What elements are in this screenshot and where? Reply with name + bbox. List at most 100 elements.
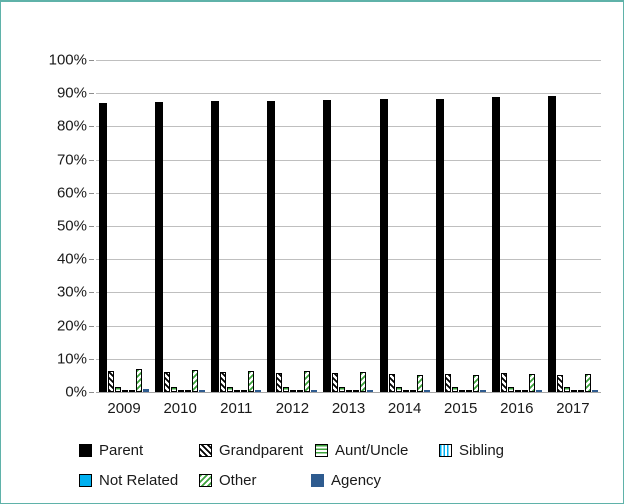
y-axis-label-10%: 10%	[56, 350, 87, 368]
legend-label: Other	[219, 472, 257, 489]
parent-swatch-icon	[79, 444, 92, 457]
y-tick-mark	[89, 259, 94, 261]
bar-not-related-2013	[353, 390, 360, 392]
bar-other-2014	[416, 374, 423, 392]
bar-sibling-2012	[290, 390, 297, 392]
bar-aunt-uncle-2014	[395, 387, 402, 392]
other-swatch-icon	[199, 474, 212, 487]
bar-agency-2011	[255, 389, 262, 392]
bar-not-related-2012	[297, 390, 304, 392]
bar-parent-2010	[155, 102, 164, 392]
gridline-60%	[96, 192, 601, 194]
bar-other-2010	[192, 369, 199, 392]
x-axis-label-2016: 2016	[500, 400, 534, 417]
bar-sibling-2017	[570, 390, 577, 392]
bar-group-2012	[267, 60, 318, 392]
legend-label: Parent	[99, 442, 144, 459]
not-related-swatch-icon	[79, 474, 92, 487]
bar-grandparent-2010	[164, 371, 171, 392]
y-tick-mark	[89, 159, 94, 161]
gridline-30%	[96, 292, 601, 294]
bar-parent-2014	[379, 98, 388, 392]
x-axis-label-2011: 2011	[220, 400, 253, 417]
y-tick-mark	[89, 192, 94, 194]
legend-label: Agency	[331, 472, 382, 489]
y-axis-label-60%: 60%	[56, 184, 87, 202]
y-tick-mark	[89, 93, 94, 95]
bar-parent-2009	[99, 103, 108, 392]
bar-agency-2017	[591, 389, 598, 392]
gridline-80%	[96, 126, 601, 128]
y-tick-mark	[89, 325, 94, 327]
gridline-70%	[96, 159, 601, 161]
bar-sibling-2016	[514, 390, 521, 392]
y-tick-mark	[89, 392, 94, 393]
y-tick-mark	[89, 292, 94, 294]
bar-parent-2011	[211, 100, 220, 392]
y-tick-mark	[89, 60, 94, 61]
bar-parent-2013	[323, 99, 332, 392]
grandparent-swatch-icon	[199, 444, 212, 457]
plot-area: 100% 90% 80% 70% 60% 50% 40% 30% 20% 10% 0% 2009 201…	[49, 52, 601, 417]
y-tick-mark	[89, 358, 94, 360]
bar-other-2013	[360, 372, 367, 392]
bar-grandparent-2016	[500, 373, 507, 392]
legend-item-agency: Agency	[311, 472, 381, 489]
legend-label: Aunt/Uncle	[335, 442, 409, 459]
gridline-40%	[96, 259, 601, 261]
legend-item-sibling: Sibling	[439, 442, 504, 459]
x-axis-label-2010: 2010	[163, 400, 197, 417]
sibling-swatch-icon	[439, 444, 452, 457]
bar-not-related-2009	[129, 390, 136, 392]
gridline-20%	[96, 325, 601, 327]
bar-sibling-2011	[234, 390, 241, 392]
bar-other-2011	[248, 370, 255, 392]
y-axis-label-50%: 50%	[56, 217, 87, 235]
bar-sibling-2013	[346, 390, 353, 392]
bar-not-related-2011	[241, 390, 248, 392]
bar-other-2016	[528, 374, 535, 392]
x-axis-label-2009: 2009	[107, 400, 141, 417]
bar-other-2017	[584, 374, 591, 392]
bar-aunt-uncle-2016	[507, 387, 514, 392]
bar-aunt-uncle-2010	[171, 387, 178, 392]
legend-item-not-related: Not Related	[79, 472, 178, 489]
bar-not-related-2010	[185, 390, 192, 392]
legend-label: Not Related	[99, 472, 179, 489]
x-axis-label-2013: 2013	[331, 400, 366, 417]
bar-group-2017	[547, 60, 598, 392]
gridline-50%	[96, 226, 601, 227]
bar-not-related-2015	[465, 390, 472, 392]
bar-group-2013	[323, 60, 374, 392]
bar-group-2014	[379, 60, 430, 392]
bar-grandparent-2012	[276, 372, 283, 392]
bar-group-2010	[155, 60, 206, 392]
x-axis-label-2014: 2014	[387, 400, 422, 417]
legend-label: Grandparent	[219, 442, 304, 459]
x-axis-label-2012: 2012	[275, 400, 310, 417]
gridline-0%	[96, 392, 601, 393]
y-axis-label-40%: 40%	[56, 250, 87, 268]
bar-group-2015	[435, 60, 486, 392]
x-axis-label-2015: 2015	[444, 400, 478, 417]
y-axis-label-30%: 30%	[56, 283, 87, 301]
bar-agency-2009	[143, 389, 150, 392]
legend-item-aunt-uncle: Aunt/Uncle	[315, 442, 408, 459]
bar-aunt-uncle-2015	[451, 387, 458, 392]
x-axis-label-2017: 2017	[556, 400, 590, 417]
bar-group-2011	[211, 60, 262, 392]
y-tick-mark	[89, 126, 94, 128]
bar-aunt-uncle-2017	[563, 387, 570, 392]
legend-item-parent: Parent	[79, 442, 143, 459]
legend-label: Sibling	[459, 442, 505, 459]
y-axis-label-80%: 80%	[56, 117, 87, 135]
bar-groups	[96, 60, 601, 392]
bar-sibling-2015	[458, 390, 465, 392]
bar-group-2009	[99, 60, 150, 392]
bar-other-2015	[472, 374, 479, 392]
bar-agency-2016	[535, 389, 542, 392]
bar-not-related-2014	[409, 390, 416, 392]
bar-sibling-2010	[178, 390, 185, 392]
bar-parent-2017	[547, 95, 556, 392]
